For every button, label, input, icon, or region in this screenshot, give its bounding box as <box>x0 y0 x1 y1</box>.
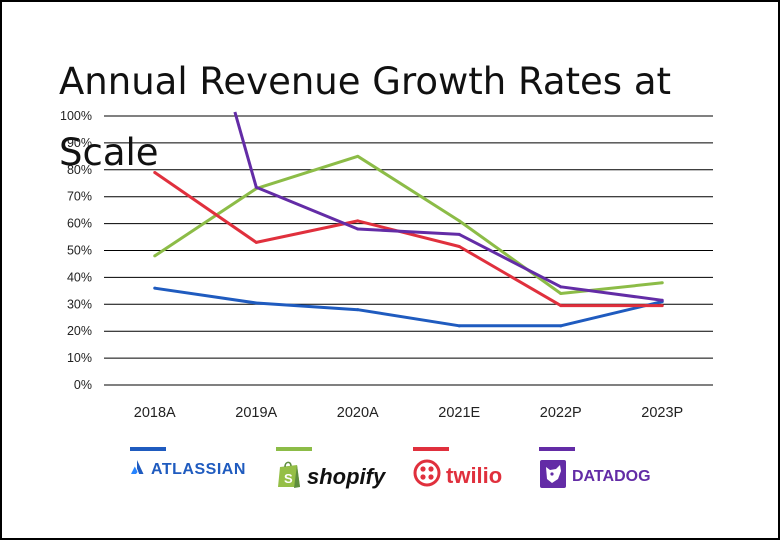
y-tick-label: 100% <box>60 109 92 123</box>
data-point <box>559 304 563 308</box>
legend-swatch <box>276 447 312 451</box>
data-point <box>356 308 360 312</box>
series-line-datadog <box>233 111 663 302</box>
data-point <box>356 154 360 158</box>
y-tick-label: 60% <box>67 217 92 231</box>
series-line-shopify <box>153 154 663 295</box>
data-point <box>254 240 258 244</box>
chart-title: Annual Revenue Growth Rates at Scale <box>59 60 672 174</box>
y-tick-label: 0% <box>74 378 92 392</box>
series-line-twilio <box>153 171 663 308</box>
data-point <box>559 292 563 296</box>
legend-swatch <box>130 447 166 451</box>
x-tick-label: 2018A <box>134 405 176 421</box>
data-point <box>660 298 664 302</box>
legend-label: shopify <box>307 463 386 489</box>
data-point <box>153 254 157 258</box>
y-tick-label: 10% <box>67 351 92 365</box>
data-point <box>660 304 664 308</box>
data-point <box>457 219 461 223</box>
data-point <box>559 324 563 328</box>
legend-logo: ATLASSIAN <box>130 459 246 480</box>
legend-swatch <box>539 447 575 451</box>
atlassian-logo-icon <box>130 459 146 480</box>
legend-swatch <box>413 447 449 451</box>
x-tick-label: 2020A <box>337 405 379 421</box>
y-tick-label: 50% <box>67 244 92 258</box>
data-point <box>153 286 157 290</box>
data-point <box>254 185 258 189</box>
data-point <box>254 301 258 305</box>
series-line-atlassian <box>154 286 663 328</box>
x-tick-label: 2023P <box>641 405 683 421</box>
legend-label: DATADOG <box>572 467 651 485</box>
datadog-dog-icon <box>539 459 567 494</box>
twilio-logo-icon <box>413 459 441 492</box>
x-tick-label: 2019A <box>235 405 277 421</box>
y-tick-label: 80% <box>67 163 92 177</box>
data-point <box>356 227 360 231</box>
legend-logo: twilio <box>413 459 502 492</box>
data-point <box>153 170 157 174</box>
legend-label: twilio <box>446 462 503 488</box>
legend-item-atlassian: ATLASSIAN <box>130 447 390 503</box>
y-tick-label: 20% <box>67 324 92 338</box>
data-point <box>660 281 664 285</box>
data-point <box>457 232 461 236</box>
data-point <box>356 219 360 223</box>
legend-item-datadog: DATADOG <box>539 447 780 503</box>
y-tick-label: 70% <box>67 190 92 204</box>
y-tick-label: 90% <box>67 136 92 150</box>
x-tick-label: 2022P <box>540 405 582 421</box>
svg-text:S: S <box>284 471 293 486</box>
data-point <box>457 324 461 328</box>
legend-label: ATLASSIAN <box>151 460 246 478</box>
shopify-bag-icon: S <box>276 459 302 494</box>
data-point <box>559 285 563 289</box>
legend-logo: DATADOG <box>539 459 651 494</box>
legend-item-twilio: twilio <box>413 447 673 503</box>
y-tick-label: 30% <box>67 297 92 311</box>
data-point <box>457 244 461 248</box>
y-tick-label: 40% <box>67 270 92 284</box>
x-tick-label: 2021E <box>438 405 480 421</box>
